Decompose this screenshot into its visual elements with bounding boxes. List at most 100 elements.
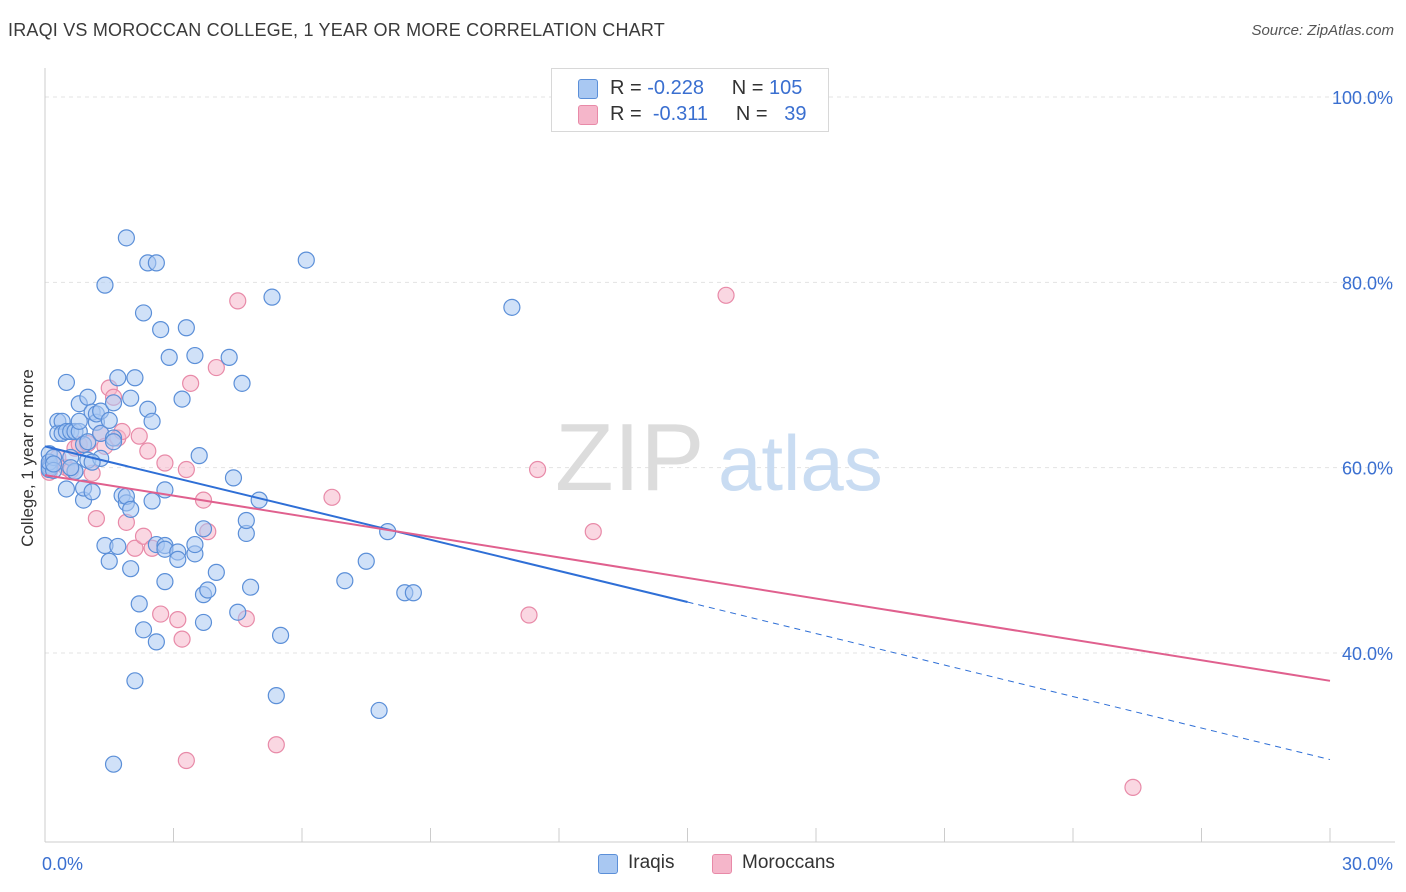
iraqis-point — [126, 672, 144, 690]
moroccans-point — [152, 605, 170, 623]
legend-row-iraqis: R = -0.228 N = 105 — [552, 75, 828, 101]
iraqis-point — [194, 520, 213, 538]
iraqis-point — [207, 563, 225, 581]
iraqis-point — [44, 455, 63, 473]
moroccans-r-value: -0.311 — [652, 103, 709, 125]
moroccans-point — [169, 611, 187, 629]
iraqis-point — [177, 319, 195, 337]
iraqis-point — [83, 483, 101, 501]
moroccans-points — [40, 286, 1142, 796]
moroccans-point — [134, 527, 153, 545]
iraqis-point — [267, 687, 285, 705]
moroccans-point — [584, 523, 602, 541]
moroccans-legend-label: Moroccans — [742, 852, 835, 873]
iraqis-point — [104, 394, 123, 412]
iraqis-n-value: 105 — [769, 77, 803, 99]
y-tick-label: 100.0% — [1332, 88, 1393, 108]
moroccans-point — [173, 630, 191, 648]
moroccans-point — [528, 460, 547, 479]
iraqis-trend-extension — [687, 601, 1331, 761]
iraqis-point — [143, 492, 161, 510]
iraqis-swatch — [578, 79, 598, 99]
moroccans-point — [156, 454, 174, 472]
moroccans-point — [177, 751, 195, 770]
iraqis-point — [263, 288, 281, 306]
moroccans-swatch — [578, 105, 598, 125]
x-tick-labels: 0.0% 30.0% — [42, 854, 1393, 874]
trend-lines — [44, 445, 1331, 761]
iraqis-point — [404, 584, 422, 602]
iraqis-n-label: N = — [731, 77, 764, 99]
iraqis-point — [109, 369, 127, 387]
iraqis-point — [190, 447, 208, 465]
iraqis-point — [104, 755, 123, 773]
y-tick-label: 80.0% — [1342, 273, 1393, 293]
iraqis-point — [143, 412, 161, 430]
iraqis-point — [100, 411, 118, 430]
watermark-zip: ZIP — [555, 404, 704, 511]
iraqis-point — [79, 388, 97, 406]
iraqis-r-value: -0.228 — [647, 77, 704, 99]
x-tick-label: 0.0% — [42, 854, 83, 874]
iraqis-point — [79, 433, 97, 451]
iraqis-point — [271, 626, 290, 644]
moroccans-point — [126, 539, 144, 557]
y-tick-labels: 100.0% 80.0% 60.0% 40.0% — [1332, 88, 1393, 664]
iraqis-point — [70, 412, 88, 430]
iraqis-point — [147, 254, 165, 272]
iraqis-point — [57, 480, 76, 498]
iraqis-point — [233, 374, 251, 392]
iraqis-point — [104, 433, 123, 451]
iraqis-trend-line — [44, 445, 688, 604]
moroccans-point — [267, 736, 285, 754]
moroccans-point — [139, 442, 157, 460]
iraqis-r-label: R = — [610, 77, 642, 99]
iraqis-point — [147, 633, 165, 651]
moroccans-point — [130, 427, 148, 445]
iraqis-point — [220, 348, 238, 366]
stats-legend: R = -0.228 N = 105 R = -0.311 N = 39 — [551, 68, 829, 132]
iraqis-point — [156, 573, 174, 591]
moroccans-point — [229, 292, 247, 310]
iraqis-point — [130, 595, 148, 613]
iraqis-point — [122, 500, 140, 518]
iraqis-point — [186, 346, 204, 365]
iraqis-point — [109, 537, 127, 556]
iraqis-point — [186, 535, 204, 554]
moroccans-r-label: R = — [610, 103, 642, 125]
gridlines — [45, 96, 1395, 654]
moroccans-point — [182, 374, 200, 392]
iraqis-point — [357, 552, 375, 570]
iraqis-point — [224, 469, 243, 487]
iraqis-point — [199, 581, 217, 599]
iraqis-point — [96, 276, 114, 294]
iraqis-point — [336, 572, 354, 590]
moroccans-n-label: N = — [735, 103, 768, 125]
iraqis-point — [134, 621, 153, 639]
iraqis-point — [237, 511, 255, 530]
iraqis-point — [503, 298, 521, 316]
moroccans-point — [1124, 778, 1142, 796]
iraqis-point — [122, 389, 140, 407]
source-label: Source: ZipAtlas.com — [1251, 22, 1394, 39]
iraqis-point — [57, 373, 76, 392]
y-tick-label: 60.0% — [1342, 459, 1393, 479]
moroccans-legend-swatch — [712, 854, 732, 874]
moroccans-point — [177, 460, 195, 479]
chart-title: IRAQI VS MOROCCAN COLLEGE, 1 YEAR OR MOR… — [8, 20, 665, 40]
iraqis-point — [229, 603, 247, 621]
iraqis-point — [370, 701, 388, 720]
iraqis-point — [62, 459, 80, 477]
moroccans-point — [717, 286, 735, 304]
iraqis-point — [117, 229, 135, 247]
moroccans-point — [87, 510, 106, 528]
watermark-atlas: atlas — [718, 419, 883, 507]
iraqis-point — [126, 369, 144, 387]
legend-row-moroccans: R = -0.311 N = 39 — [552, 101, 828, 127]
iraqis-point — [194, 613, 213, 632]
iraqis-point — [173, 390, 191, 408]
iraqis-point — [100, 552, 118, 570]
iraqis-point — [122, 560, 140, 578]
iraqis-point — [134, 304, 153, 322]
